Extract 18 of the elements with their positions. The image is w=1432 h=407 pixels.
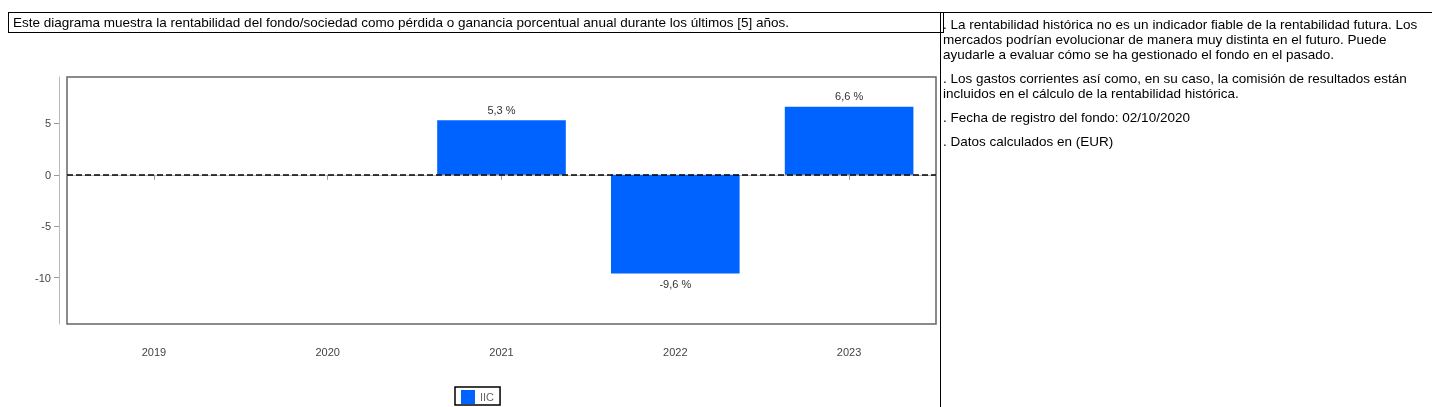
- text: . Los gastos corrientes así como, en su caso, la comisión de resultados están incluidos en el cálculo de la rentabilidad histórica.: [943, 71, 1408, 101]
- text: . La rentabilidad histórica no es un indicador fiable de la rentabilidad futura. Los mercados podrían evolucionar de manera muy distinta en el futuro. Puede ayudarle a evaluar cómo se ha gestionado el fondo en el pasado.: [943, 17, 1419, 62]
- data-label: -9,6 %: [659, 278, 692, 291]
- text: . Fecha de registro del fondo: 02/10/2020: [943, 110, 1191, 125]
- x-tick-label: 2020: [315, 345, 340, 358]
- x-tick-label: 2023: [836, 345, 862, 358]
- text: . Datos calculados en (EUR): [943, 134, 1115, 149]
- y-tick-label: 0: [44, 168, 51, 181]
- x-tick-label: 2022: [663, 345, 688, 358]
- data-label: 5,3 %: [487, 103, 516, 116]
- legend-label: IIC: [480, 391, 495, 403]
- data-label: 6,6 %: [835, 90, 864, 103]
- chart-title: Este diagrama muestra la rentabilidad del fondo/sociedad como pérdida o ganancia porcentual anual durante los últimos [5] años.: [8, 12, 944, 33]
- y-tick-label: 5: [44, 117, 51, 130]
- y-tick-label: -5: [41, 220, 51, 233]
- x-tick-label: 2021: [489, 345, 514, 358]
- x-tick-label: 2019: [141, 345, 167, 358]
- y-tick-label: -10: [35, 271, 51, 284]
